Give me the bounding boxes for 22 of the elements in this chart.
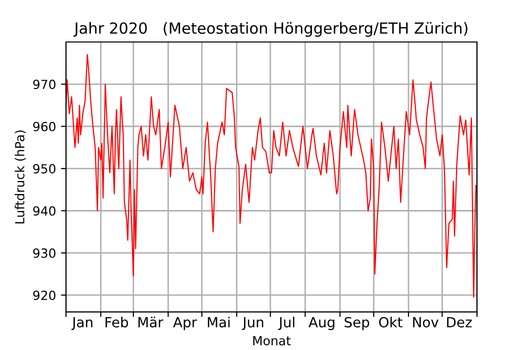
x-tick-label: Sep bbox=[344, 316, 370, 330]
line-series bbox=[66, 54, 476, 298]
y-axis-title: Luftdruck (hPa) bbox=[14, 130, 26, 224]
y-tick-label: 920 bbox=[33, 290, 56, 300]
y-tick-label: 940 bbox=[33, 206, 56, 216]
x-tick-label: Okt bbox=[379, 316, 402, 328]
x-tick-label: Jun bbox=[242, 317, 264, 330]
x-tick-label: Aug bbox=[308, 317, 334, 330]
y-tick-label: 960 bbox=[33, 122, 56, 132]
chart-title: Jahr 2020 (Meteostation Hönggerberg/ETH Zürich) bbox=[73, 22, 468, 37]
x-tick-label: Jul bbox=[278, 316, 294, 330]
y-tick-label: 970 bbox=[33, 80, 56, 90]
x-tick-label: Nov bbox=[413, 317, 438, 328]
x-tick-label: Mär bbox=[138, 316, 164, 328]
x-tick-label: Jan bbox=[71, 317, 92, 330]
x-axis-title: Monat bbox=[253, 336, 291, 346]
x-tick-label: Dez bbox=[447, 317, 472, 328]
x-tick-label: Mai bbox=[208, 316, 230, 328]
y-tick-label: 950 bbox=[33, 164, 56, 174]
x-tick-label: Apr bbox=[173, 317, 198, 330]
y-tick-label: 930 bbox=[33, 248, 56, 258]
x-tick-label: Feb bbox=[106, 316, 128, 328]
